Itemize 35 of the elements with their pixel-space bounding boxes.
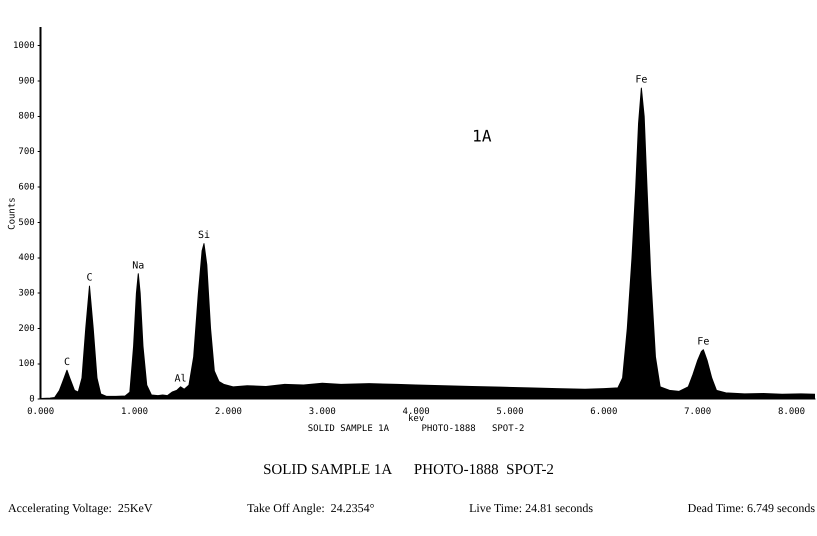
annotation: Na bbox=[132, 260, 144, 272]
x-tick-label: 5.000 bbox=[496, 406, 524, 417]
text: SOLID SAMPLE 1A PHOTO-1888 SPOT-2 bbox=[262, 462, 555, 479]
text: Live Time: 24.81 seconds bbox=[469, 501, 594, 516]
x-tick-label: 6.000 bbox=[590, 406, 618, 417]
x-tick-label: 1.000 bbox=[120, 406, 148, 417]
y-tick-label: 500 bbox=[18, 218, 35, 228]
text: 1A bbox=[472, 126, 492, 146]
y-tick-label: 700 bbox=[18, 147, 35, 158]
y-tick-label: 600 bbox=[18, 182, 35, 192]
y-axis-title: Counts bbox=[7, 197, 18, 230]
x-tick-label: 0.000 bbox=[27, 406, 54, 417]
y-tick-label: 0 bbox=[29, 394, 35, 405]
y-tick-label: 300 bbox=[18, 288, 35, 298]
annotation: C bbox=[86, 272, 92, 284]
y-tick-label: 1000 bbox=[12, 41, 35, 52]
annotation: Fe bbox=[697, 336, 710, 348]
x-tick-label: 2.000 bbox=[214, 406, 242, 417]
y-tick-label: 800 bbox=[18, 112, 35, 122]
x-tick-label: 3.000 bbox=[308, 406, 336, 417]
y-tick-label: 200 bbox=[18, 324, 35, 334]
text: Dead Time: 6.749 seconds bbox=[688, 501, 815, 516]
annotation: Si bbox=[198, 230, 210, 242]
text: Take Off Angle: 24.2354° bbox=[247, 501, 374, 516]
y-tick-label: 400 bbox=[18, 253, 35, 264]
y-tick-label: 100 bbox=[18, 359, 35, 370]
annotation: Al bbox=[174, 373, 187, 384]
x-tick-label: 8.000 bbox=[778, 406, 806, 417]
y-tick-label: 900 bbox=[18, 76, 35, 86]
annotation: C bbox=[64, 356, 70, 368]
x-tick-label: 7.000 bbox=[684, 406, 712, 417]
annotation: Fe bbox=[635, 74, 648, 86]
text: SOLID SAMPLE 1A PHOTO-1888 SPOT-2 bbox=[308, 424, 524, 434]
text: Accelerating Voltage: 25KeV bbox=[8, 501, 153, 516]
x-axis-title: kev bbox=[408, 414, 424, 424]
